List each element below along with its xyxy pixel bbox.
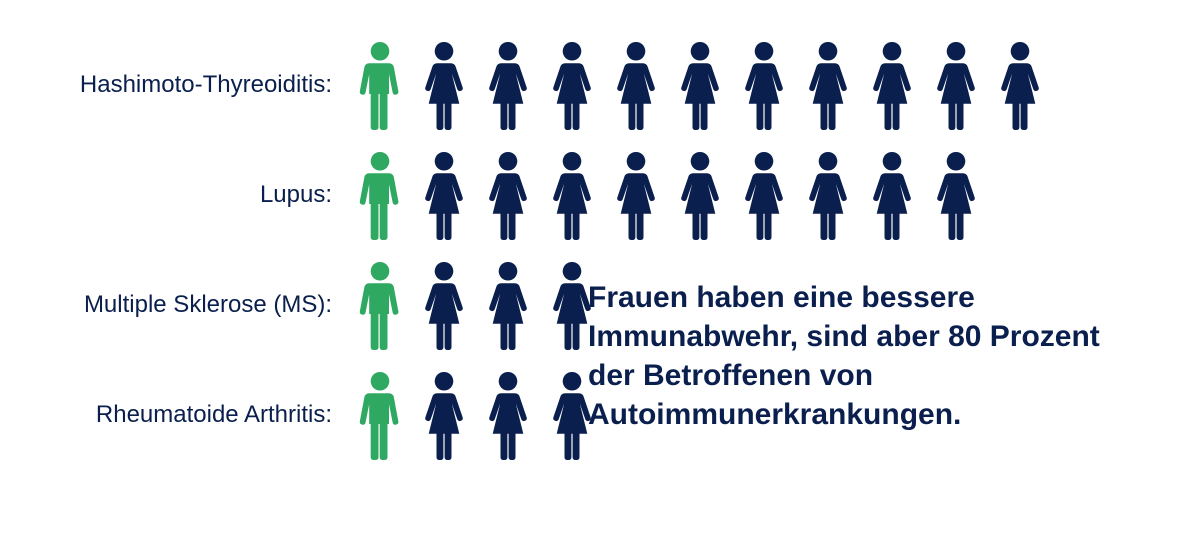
female-icon: [862, 40, 922, 130]
male-icon: [350, 260, 410, 350]
female-icon: [990, 40, 1050, 130]
female-icon: [414, 370, 474, 460]
row-label: Lupus:: [30, 181, 350, 209]
female-icon: [478, 40, 538, 130]
female-icon: [414, 260, 474, 350]
female-icon: [478, 370, 538, 460]
female-icon: [862, 150, 922, 240]
female-icon: [734, 40, 794, 130]
female-icon: [542, 40, 602, 130]
female-icon: [414, 150, 474, 240]
female-icon: [478, 260, 538, 350]
female-icon: [670, 40, 730, 130]
row-icons: [350, 260, 602, 350]
female-icon: [798, 40, 858, 130]
male-icon: [350, 150, 410, 240]
row-icons: [350, 370, 602, 460]
row-label: Rheumatoide Arthritis:: [30, 401, 350, 429]
female-icon: [734, 150, 794, 240]
female-icon: [542, 150, 602, 240]
female-icon: [606, 40, 666, 130]
male-icon: [350, 370, 410, 460]
female-icon: [414, 40, 474, 130]
row-hashimoto: Hashimoto-Thyreoiditis:: [30, 40, 1170, 130]
male-icon: [350, 40, 410, 130]
female-icon: [670, 150, 730, 240]
row-icons: [350, 40, 1050, 130]
female-icon: [926, 40, 986, 130]
row-label: Hashimoto-Thyreoiditis:: [30, 71, 350, 99]
row-icons: [350, 150, 986, 240]
female-icon: [606, 150, 666, 240]
row-label: Multiple Sklerose (MS):: [30, 291, 350, 319]
female-icon: [478, 150, 538, 240]
female-icon: [926, 150, 986, 240]
row-lupus: Lupus:: [30, 150, 1170, 240]
caption-text: Frauen haben eine bessere Immunabwehr, s…: [588, 278, 1148, 434]
female-icon: [798, 150, 858, 240]
